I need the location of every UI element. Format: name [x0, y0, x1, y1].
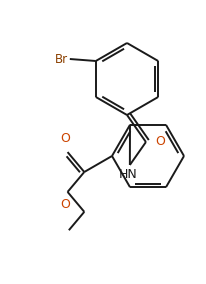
Text: HN: HN [118, 168, 137, 181]
Text: O: O [154, 135, 164, 147]
Text: Br: Br [54, 53, 68, 66]
Text: O: O [60, 198, 70, 211]
Text: O: O [60, 132, 70, 145]
